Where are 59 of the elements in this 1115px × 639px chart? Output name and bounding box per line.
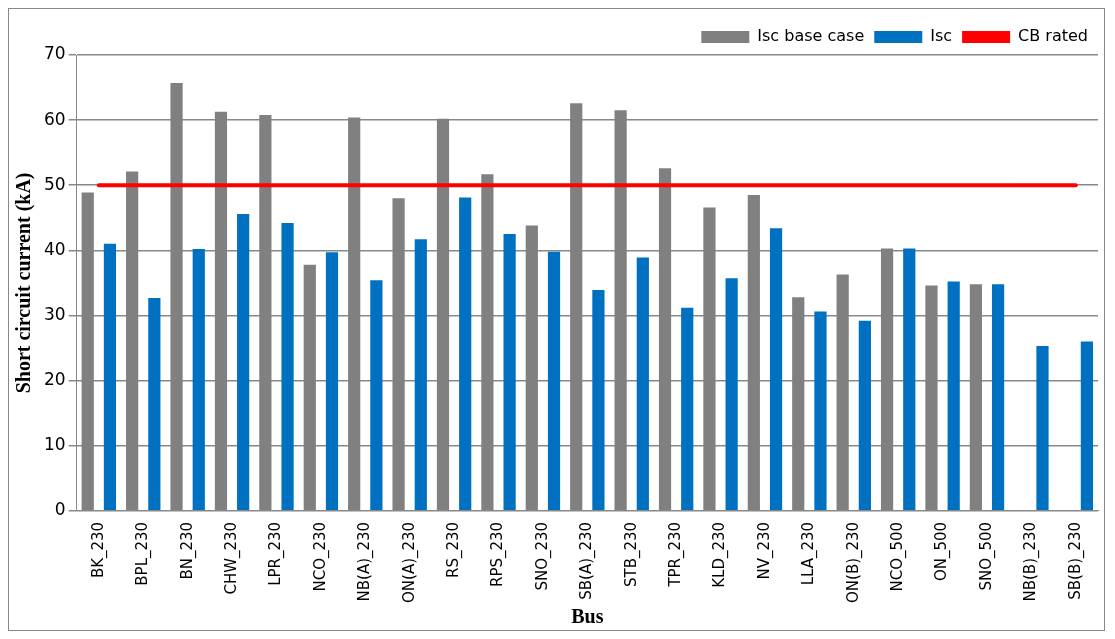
bar <box>192 249 205 511</box>
bar <box>1080 341 1093 511</box>
bar <box>903 248 916 511</box>
x-axis-title: Bus <box>571 605 604 628</box>
x-tick-label: ON(A)_230 <box>399 521 419 603</box>
y-tick-label: 10 <box>43 434 66 455</box>
bar <box>725 278 738 511</box>
y-tick-label: 20 <box>43 369 66 390</box>
bar <box>237 213 250 511</box>
y-tick-label: 30 <box>43 303 66 324</box>
x-tick-label: LLA_230 <box>799 521 819 586</box>
x-tick-label: CHW_230 <box>221 521 241 595</box>
bar <box>503 234 516 511</box>
x-tick-label: NCO_500 <box>888 521 908 592</box>
y-tick-label: 40 <box>43 238 66 259</box>
y-tick-label: 50 <box>43 173 66 194</box>
x-tick-label: BN_230 <box>177 521 197 580</box>
y-axis-title: Short circuit current (kA) <box>12 172 36 394</box>
bar <box>991 284 1005 511</box>
x-tick-label: SNO_500 <box>976 521 996 591</box>
x-tick-label: NCO_230 <box>310 521 330 592</box>
x-tick-label: KLD_230 <box>710 521 730 588</box>
bar <box>814 311 827 511</box>
x-tick-label: BPL_230 <box>133 521 153 586</box>
x-tick-label: SB(A)_230 <box>577 521 597 600</box>
bar <box>103 243 117 511</box>
x-tick-label: LPR_230 <box>266 521 286 586</box>
y-tick-label: 60 <box>43 108 66 129</box>
x-tick-label: ON(B)_230 <box>843 521 863 603</box>
bar <box>592 290 605 511</box>
x-tick-label: NV_230 <box>754 521 774 580</box>
bar <box>148 297 161 511</box>
x-tick-label: SB(B)_230 <box>1065 521 1085 600</box>
bar <box>370 280 383 511</box>
x-tick-label: RPS_230 <box>488 521 508 587</box>
legend-label: CB rated <box>1018 26 1088 46</box>
x-tick-label: SNO_230 <box>532 521 552 591</box>
bar <box>281 223 294 511</box>
legend-label: Isc <box>930 26 953 46</box>
x-tick-label: NB(A)_230 <box>355 521 375 602</box>
bar <box>459 197 472 511</box>
bar <box>947 281 960 511</box>
bar <box>547 251 561 511</box>
x-tick-label: STB_230 <box>621 521 641 587</box>
x-tick-label: BK_230 <box>88 521 108 579</box>
bar <box>1036 346 1049 511</box>
bar <box>414 239 427 511</box>
bar <box>858 320 871 511</box>
x-tick-label: ON_500 <box>932 521 952 582</box>
x-tick-label: TPR_230 <box>666 521 686 588</box>
bar <box>325 252 339 511</box>
legend-label: Isc base case <box>757 26 865 46</box>
y-tick-label: 0 <box>54 499 66 520</box>
x-tick-label: NB(B)_230 <box>1021 521 1041 602</box>
bar <box>681 307 694 511</box>
y-tick-label: 70 <box>43 43 66 64</box>
bar <box>769 228 783 511</box>
bar <box>636 257 649 511</box>
x-tick-label: RS_230 <box>443 521 463 578</box>
